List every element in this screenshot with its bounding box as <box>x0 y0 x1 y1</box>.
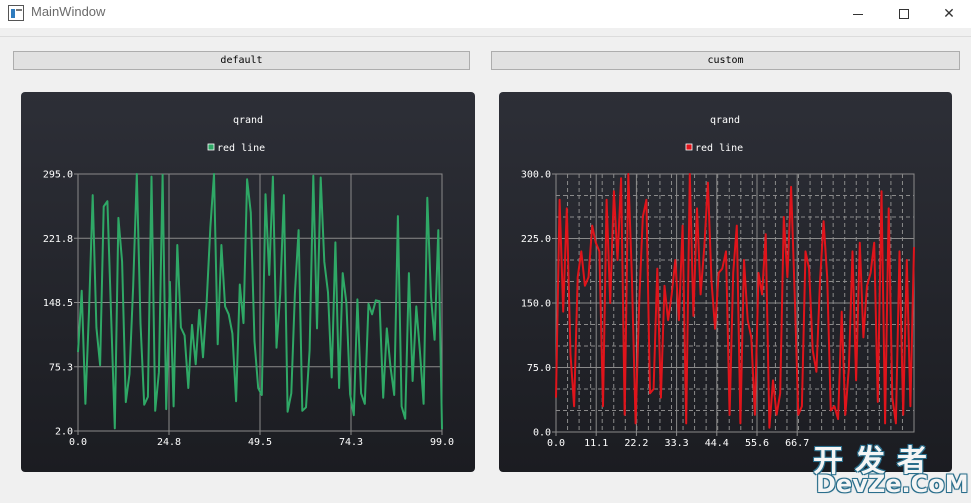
menu-separator <box>0 36 971 37</box>
close-button[interactable]: ✕ <box>926 0 971 28</box>
minimize-icon <box>853 13 863 15</box>
default-chart: qrand red line 2.0 75.3 148.5 221.8 295.0 0.0 24… <box>43 115 454 448</box>
chart1-x-tick-label: 33.3 <box>665 438 689 449</box>
window-title: MainWindow <box>31 4 106 19</box>
maximize-button[interactable] <box>881 0 927 28</box>
chart0-y-tick-label: 148.5 <box>43 298 73 309</box>
close-icon: ✕ <box>943 6 955 22</box>
default-button[interactable]: default <box>13 51 470 70</box>
watermark-bottom: DevZe.CoM <box>816 470 969 498</box>
chart0-x-tick-label: 74.3 <box>339 437 363 448</box>
chart1-y-tick-label: 225.0 <box>521 234 551 245</box>
chart1-y-tick-label: 0.0 <box>533 428 551 439</box>
custom-chart-panel: qrand red line 0.0 75.0 150.0 225.0 300.0 0.0 11… <box>499 92 952 472</box>
default-chart-panel: qrand red line 2.0 75.3 148.5 221.8 295.0 0.0 24… <box>21 92 475 472</box>
chart1-y-tick-label: 300.0 <box>521 170 551 181</box>
chart0-y-tick-label: 295.0 <box>43 170 73 181</box>
minimize-button[interactable] <box>835 0 881 28</box>
chart1-series-line <box>555 173 915 429</box>
chart1-plot-frame <box>555 173 915 433</box>
chart1-x-tick-label: 66.7 <box>785 438 809 449</box>
chart0-y-tick-label: 2.0 <box>55 427 73 438</box>
watermark-top: 开发者 <box>813 444 939 479</box>
chart1-x-tick-label: 44.4 <box>705 438 729 449</box>
title-bar[interactable]: MainWindow ✕ <box>0 0 971 28</box>
chart1-x-tick-label: 55.6 <box>745 438 769 449</box>
chart0-plot-frame <box>77 173 443 432</box>
chart0-x-tick-label: 24.8 <box>157 437 181 448</box>
chart0-x-tick-label: 0.0 <box>69 437 87 448</box>
chart0-y-tick-label: 221.8 <box>43 234 73 245</box>
chart1-legend-label: red line <box>695 143 743 154</box>
maximize-icon <box>899 9 909 19</box>
chart0-legend-marker <box>207 143 215 151</box>
chart1-title: qrand <box>710 115 740 126</box>
chart0-series-line <box>77 173 443 430</box>
chart0-title: qrand <box>233 115 263 126</box>
chart1-x-tick-label: 11.1 <box>584 438 608 449</box>
chart1-x-tick-label: 22.2 <box>624 438 648 449</box>
chart1-y-tick-label: 75.0 <box>527 363 551 374</box>
custom-button[interactable]: custom <box>491 51 960 70</box>
custom-chart: qrand red line 0.0 75.0 150.0 225.0 300.0 0.0 11… <box>521 115 915 449</box>
chart1-x-tick-label: 0.0 <box>547 438 565 449</box>
chart0-x-tick-label: 49.5 <box>248 437 272 448</box>
window-app-icon <box>8 5 24 21</box>
chart1-legend-marker <box>685 143 693 151</box>
chart0-y-tick-label: 75.3 <box>49 362 73 373</box>
chart1-y-tick-label: 150.0 <box>521 299 551 310</box>
chart0-legend-label: red line <box>217 143 265 154</box>
chart0-x-tick-label: 99.0 <box>430 437 454 448</box>
